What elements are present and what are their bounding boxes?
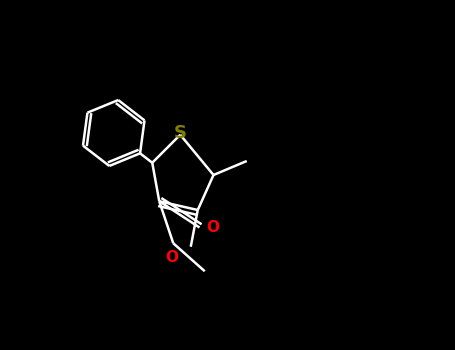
Text: O: O — [165, 250, 178, 265]
Text: S: S — [174, 124, 187, 142]
Text: O: O — [206, 220, 219, 235]
